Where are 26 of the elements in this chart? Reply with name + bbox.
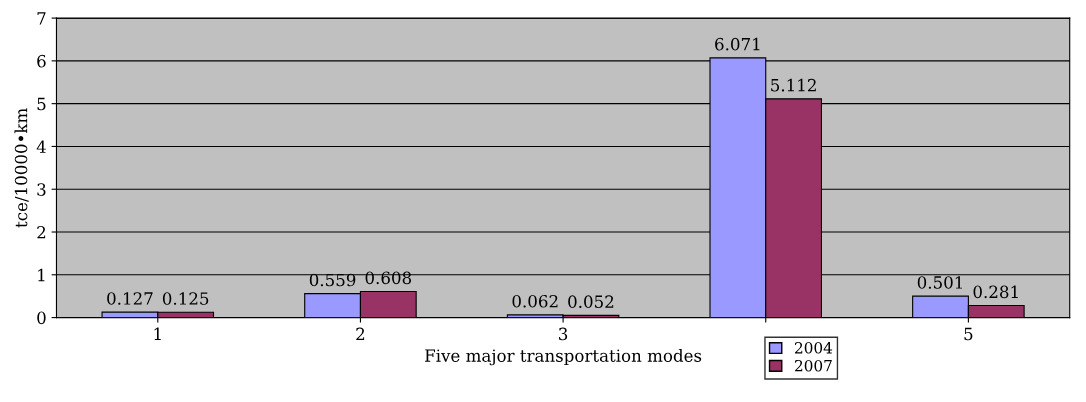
- y-tick-label: 6: [37, 54, 46, 68]
- data-label: 0.281: [973, 285, 1018, 299]
- x-tick-label: 2: [356, 327, 365, 340]
- x-axis-title: Five major transportation modes: [425, 348, 702, 366]
- data-label: 0.062: [512, 294, 558, 308]
- legend-label: 2004: [795, 342, 833, 354]
- data-label: 0.127: [107, 292, 153, 305]
- data-label: 0.559: [309, 273, 356, 287]
- y-axis-title: tce/10000•km: [14, 108, 29, 228]
- y-tick-label: 7: [37, 12, 46, 25]
- x-tick-label: 5: [964, 327, 973, 341]
- data-label: 0.501: [917, 276, 963, 289]
- data-label: 6.071: [715, 37, 760, 51]
- x-tick-label: 1: [154, 327, 161, 340]
- data-label: 0.125: [162, 292, 209, 305]
- data-label: 0.608: [365, 271, 412, 285]
- y-tick-label: 5: [37, 97, 46, 111]
- data-label: 0.052: [568, 295, 614, 308]
- y-tick-label: 3: [37, 183, 46, 196]
- data-label: 5.112: [771, 78, 816, 92]
- y-tick-label: 0: [37, 311, 46, 325]
- x-tick-label: 3: [559, 327, 568, 341]
- y-tick-label: 1: [38, 268, 45, 282]
- y-tick-label: 2: [37, 225, 46, 239]
- legend-label: 2007: [795, 359, 832, 372]
- y-tick-label: 4: [36, 140, 46, 153]
